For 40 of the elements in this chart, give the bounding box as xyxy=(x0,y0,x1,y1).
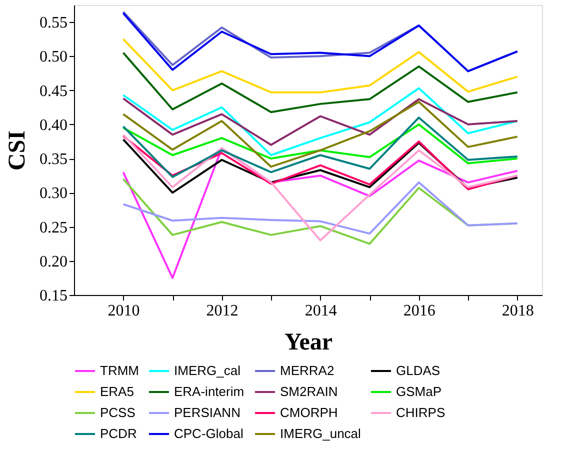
line-series xyxy=(122,38,518,94)
legend-label: IMERG_cal xyxy=(174,363,241,378)
legend-label: ERA5 xyxy=(100,384,134,399)
legend-label: SM2RAIN xyxy=(280,384,338,399)
y-tick-label: 0.20 xyxy=(40,253,68,270)
line-series xyxy=(122,87,518,156)
y-tick-label: 0.40 xyxy=(40,116,68,134)
line-series xyxy=(122,100,518,168)
legend-label: CHIRPS xyxy=(396,405,446,420)
legend-label: GSMaP xyxy=(396,384,442,399)
legend-label: PCSS xyxy=(100,405,136,420)
y-tick-label: 0.15 xyxy=(40,288,68,304)
y-tick-label: 0.25 xyxy=(40,219,68,236)
line-series xyxy=(122,116,518,178)
legend-label: CPC-Global xyxy=(174,426,244,441)
legend-label: CMORPH xyxy=(280,405,338,420)
y-tick-label: 0.50 xyxy=(40,48,68,66)
y-tick-label: 0.30 xyxy=(40,185,68,202)
legend-label: ERA-interim xyxy=(174,384,244,399)
y-axis-title: CSI xyxy=(4,130,30,171)
x-tick-label: 2016 xyxy=(403,302,436,320)
y-tick-label: 0.35 xyxy=(40,151,68,168)
legend-label: PCDR xyxy=(100,426,137,441)
line-series xyxy=(122,134,518,242)
line-series xyxy=(122,97,518,146)
legend-label: MERRA2 xyxy=(280,363,334,378)
legend-label: TRMM xyxy=(100,363,139,378)
legend-label: PERSIANN xyxy=(174,405,240,420)
x-axis-title: Year xyxy=(284,330,333,356)
line-series xyxy=(122,52,518,114)
legend-label: IMERG_uncal xyxy=(280,426,362,441)
line-series xyxy=(122,123,518,164)
y-tick-label: 0.55 xyxy=(40,14,68,32)
y-tick-label: 0.45 xyxy=(40,82,68,100)
x-tick-label: 2012 xyxy=(206,302,238,320)
x-tick-label: 2010 xyxy=(108,302,140,320)
line-series xyxy=(122,181,518,235)
x-tick-label: 2014 xyxy=(304,302,337,320)
x-tick-label: 2018 xyxy=(502,302,534,320)
legend-label: GLDAS xyxy=(396,363,440,378)
